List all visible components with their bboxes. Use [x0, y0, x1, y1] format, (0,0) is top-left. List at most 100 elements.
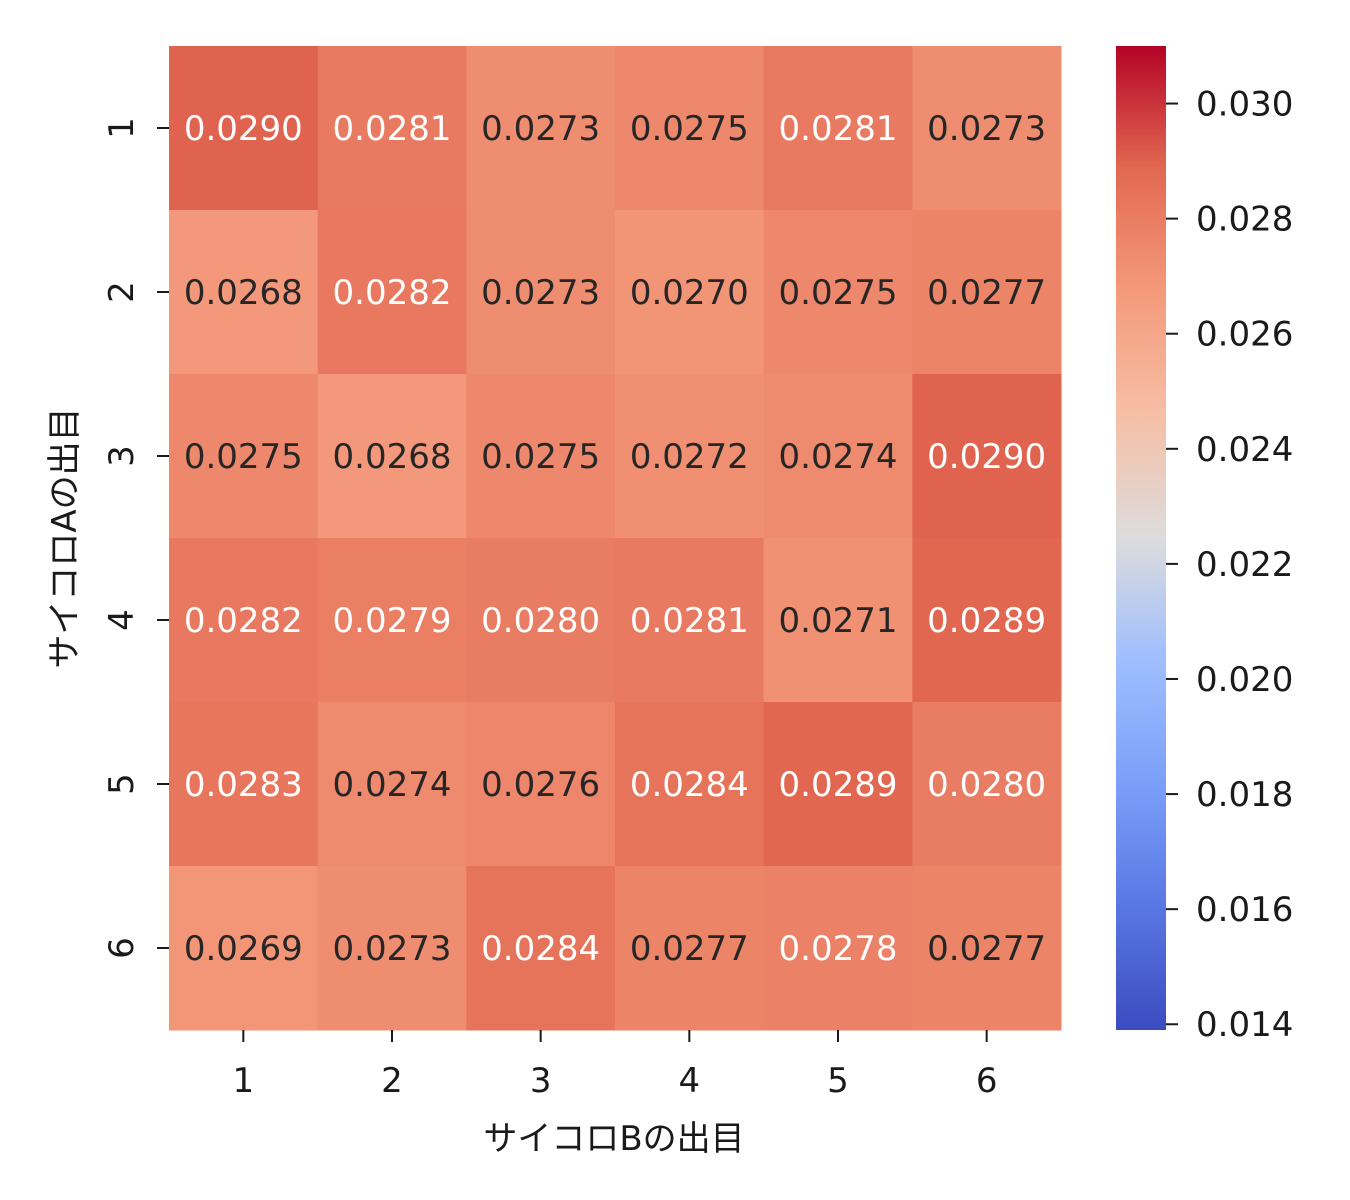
x-axis-label: サイコロBの出目: [483, 1119, 744, 1159]
heatmap-cell-label: 0.0270: [630, 273, 749, 313]
heatmap-cell-label: 0.0268: [184, 273, 303, 313]
heatmap-cell-label: 0.0271: [779, 601, 898, 641]
x-tick-label: 1: [233, 1061, 255, 1101]
heatmap-cell: [169, 374, 319, 539]
x-axis: 1 2 3 4 5 6: [233, 1030, 998, 1101]
colorbar-tick-label: 0.030: [1196, 85, 1293, 125]
heatmap-cell: [615, 702, 765, 867]
colorbar-tick-label: 0.020: [1196, 660, 1293, 700]
x-tick-label: 5: [827, 1061, 849, 1101]
heatmap-cell: [763, 374, 913, 539]
heatmap-cell-label: 0.0276: [481, 765, 600, 805]
heatmap-cell: [317, 374, 467, 539]
heatmap-cell: [169, 46, 319, 211]
heatmap-cell: [317, 46, 467, 211]
y-tick-label: 6: [102, 937, 142, 959]
heatmap-cell: [169, 210, 319, 375]
heatmap-cell-label: 0.0275: [630, 109, 749, 149]
heatmap-cell-label: 0.0290: [927, 437, 1046, 477]
heatmap-cell: [466, 210, 616, 375]
heatmap-cells: [169, 46, 1062, 1031]
heatmap-cell: [615, 210, 765, 375]
heatmap-cell-label: 0.0280: [927, 765, 1046, 805]
heatmap-cell-label: 0.0275: [184, 437, 303, 477]
heatmap-cell-label: 0.0269: [184, 929, 303, 969]
heatmap-cell: [763, 46, 913, 211]
colorbar-tick-label: 0.018: [1196, 775, 1293, 815]
heatmap-cell: [615, 866, 765, 1031]
y-tick-label: 5: [102, 773, 142, 795]
heatmap-cell: [169, 866, 319, 1031]
colorbar-tick-label: 0.028: [1196, 200, 1293, 240]
heatmap-cell: [466, 538, 616, 703]
heatmap-cell-label: 0.0284: [630, 765, 749, 805]
heatmap-cell-label: 0.0283: [184, 765, 303, 805]
heatmap-cell: [466, 374, 616, 539]
heatmap-cell: [912, 374, 1062, 539]
heatmap-cell-label: 0.0281: [630, 601, 749, 641]
heatmap-cell-label: 0.0268: [333, 437, 452, 477]
heatmap-cell-label: 0.0275: [779, 273, 898, 313]
y-tick-label: 4: [102, 609, 142, 631]
heatmap-cell-label: 0.0281: [779, 109, 898, 149]
heatmap-cell-label: 0.0289: [927, 601, 1046, 641]
heatmap-cell-label: 0.0290: [184, 109, 303, 149]
heatmap-cell-label: 0.0272: [630, 437, 749, 477]
heatmap-cell-label: 0.0279: [333, 601, 452, 641]
heatmap-cell: [763, 210, 913, 375]
heatmap-cell: [912, 46, 1062, 211]
heatmap-cell-label: 0.0274: [779, 437, 898, 477]
heatmap-cell-label: 0.0280: [481, 601, 600, 641]
heatmap-cell-label: 0.0281: [333, 109, 452, 149]
heatmap-cell-label: 0.0277: [927, 929, 1046, 969]
heatmap-cell-labels: 0.0290 0.0281 0.0273 0.0275 0.0281 0.0273 0.02…: [184, 109, 1046, 969]
heatmap-cell-label: 0.0273: [481, 273, 600, 313]
heatmap-cell: [615, 538, 765, 703]
heatmap-cell: [466, 702, 616, 867]
colorbar-tick-label: 0.026: [1196, 315, 1293, 355]
y-axis-label: サイコロAの出目: [45, 407, 85, 668]
y-tick-label: 2: [102, 281, 142, 303]
heatmap-cell: [466, 46, 616, 211]
x-tick-label: 4: [679, 1061, 701, 1101]
heatmap-cell: [763, 702, 913, 867]
y-tick-label: 3: [102, 445, 142, 467]
heatmap-cell: [466, 866, 616, 1031]
y-tick-label: 1: [102, 117, 142, 139]
heatmap-cell: [317, 866, 467, 1031]
heatmap-cell: [912, 702, 1062, 867]
heatmap-cell: [317, 210, 467, 375]
colorbar-tick-label: 0.016: [1196, 890, 1293, 930]
x-tick-label: 6: [976, 1061, 998, 1101]
x-tick-label: 3: [530, 1061, 552, 1101]
heatmap-cell: [615, 374, 765, 539]
heatmap-cell: [615, 46, 765, 211]
heatmap-cell: [763, 866, 913, 1031]
colorbar-gradient: [1116, 46, 1166, 1030]
heatmap-cell: [763, 538, 913, 703]
heatmap-cell-label: 0.0273: [481, 109, 600, 149]
heatmap-cell: [169, 538, 319, 703]
heatmap-cell-label: 0.0282: [333, 273, 452, 313]
heatmap-cell-label: 0.0273: [927, 109, 1046, 149]
colorbar: 0.014 0.016 0.018 0.020 0.022 0.024 0.026 0.028…: [1116, 46, 1293, 1045]
x-tick-label: 2: [381, 1061, 403, 1101]
heatmap-cell-label: 0.0282: [184, 601, 303, 641]
colorbar-tick-label: 0.024: [1196, 430, 1293, 470]
heatmap-cell-label: 0.0277: [630, 929, 749, 969]
heatmap-cell-label: 0.0284: [481, 929, 600, 969]
heatmap-cell: [912, 210, 1062, 375]
heatmap-cell: [912, 538, 1062, 703]
y-axis: 1 2 3 4 5 6: [102, 117, 169, 959]
heatmap-cell-label: 0.0278: [779, 929, 898, 969]
heatmap-cell-label: 0.0273: [333, 929, 452, 969]
heatmap-cell: [317, 702, 467, 867]
heatmap-cell-label: 0.0274: [333, 765, 452, 805]
colorbar-tick-label: 0.014: [1196, 1005, 1293, 1045]
colorbar-tick-label: 0.022: [1196, 545, 1293, 585]
heatmap-cell-label: 0.0289: [779, 765, 898, 805]
heatmap-cell-label: 0.0275: [481, 437, 600, 477]
heatmap-cell-label: 0.0277: [927, 273, 1046, 313]
heatmap-cell: [317, 538, 467, 703]
